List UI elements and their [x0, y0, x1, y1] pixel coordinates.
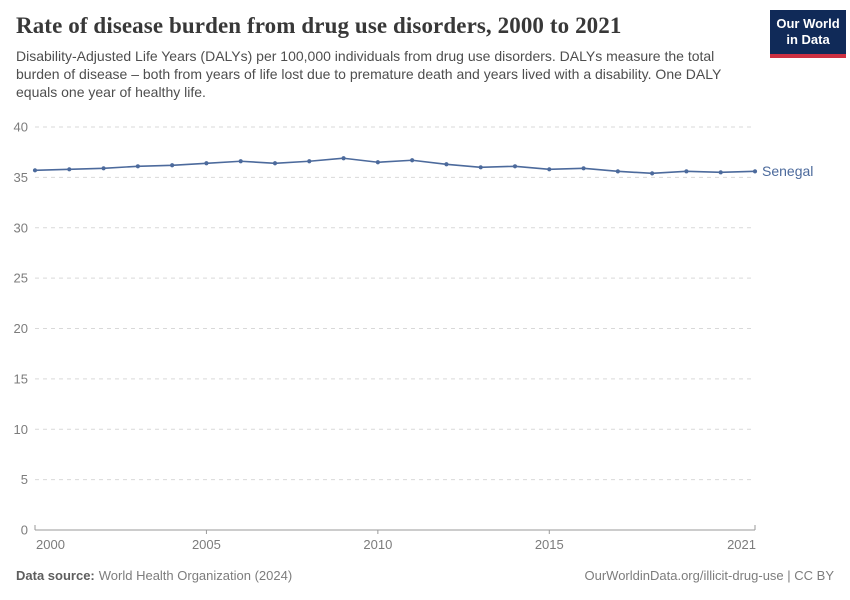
page-title: Rate of disease burden from drug use dis…	[16, 13, 622, 38]
data-point[interactable]	[238, 159, 243, 164]
data-source-label: Data source:	[16, 568, 95, 583]
data-point[interactable]	[341, 156, 346, 161]
data-point[interactable]	[478, 165, 483, 170]
data-point[interactable]	[307, 159, 312, 164]
data-point[interactable]	[547, 167, 552, 172]
chart-subtitle: Disability-Adjusted Life Years (DALYs) p…	[16, 47, 722, 100]
x-axis-label: 2021	[727, 537, 756, 552]
y-axis-label: 0	[21, 523, 28, 538]
data-point[interactable]	[650, 171, 655, 176]
x-axis-label: 2000	[36, 537, 65, 552]
y-axis-label: 25	[14, 271, 28, 286]
data-point[interactable]	[615, 169, 620, 174]
data-point[interactable]	[752, 169, 758, 174]
chart-footer: Data source: World Health Organization (2…	[16, 568, 834, 583]
x-axis-label: 2015	[535, 537, 564, 552]
data-point[interactable]	[410, 158, 415, 163]
y-axis-label: 10	[14, 422, 28, 437]
series-end-label[interactable]: Senegal	[762, 163, 813, 179]
data-point[interactable]	[32, 168, 38, 173]
y-axis-label: 15	[14, 371, 28, 386]
line-chart[interactable]: 0 5 10 15 20 25 30 35 40 2000 2005 2010 2015 2021 Sene…	[0, 115, 850, 570]
chart-header: Rate of disease burden from drug use dis…	[16, 12, 758, 101]
data-point[interactable]	[684, 169, 689, 174]
y-axis-label: 20	[14, 321, 28, 336]
y-axis-label: 40	[14, 120, 28, 135]
attribution-link[interactable]: OurWorldinData.org/illicit-drug-use | CC…	[584, 568, 835, 583]
data-point[interactable]	[444, 162, 449, 167]
x-axis-label: 2010	[363, 537, 392, 552]
owid-logo-line2: in Data	[786, 32, 830, 48]
y-axis-label: 30	[14, 220, 28, 235]
owid-logo-line1: Our World	[776, 16, 840, 31]
y-axis-label: 5	[21, 472, 28, 487]
data-point[interactable]	[135, 164, 140, 169]
data-point[interactable]	[272, 161, 278, 166]
data-point[interactable]	[170, 163, 175, 168]
series-line	[34, 157, 756, 175]
y-axis-label: 35	[14, 170, 28, 185]
data-point[interactable]	[101, 166, 106, 171]
data-point[interactable]	[375, 160, 380, 165]
data-point[interactable]	[718, 170, 723, 175]
data-point[interactable]	[512, 164, 518, 169]
data-source-value: World Health Organization (2024)	[98, 568, 293, 583]
data-source: Data source: World Health Organization (2…	[16, 568, 292, 583]
data-point[interactable]	[67, 167, 72, 172]
owid-logo[interactable]: Our World in Data	[770, 10, 846, 58]
data-point[interactable]	[581, 166, 586, 171]
data-point[interactable]	[204, 161, 209, 166]
x-axis-label: 2005	[192, 537, 221, 552]
